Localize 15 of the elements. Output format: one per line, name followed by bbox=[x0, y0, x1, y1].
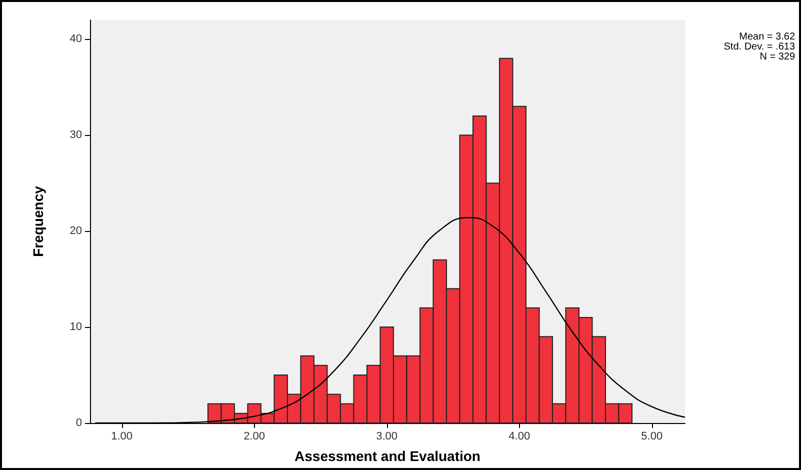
y-axis-title: Frequency bbox=[30, 186, 46, 257]
text: Mean = 3.62 bbox=[739, 32, 796, 42]
x-axis-title: Assessment and Evaluation bbox=[294, 448, 480, 464]
y-tick-label: 40 bbox=[70, 33, 82, 46]
x-tick-label: 4.00 bbox=[508, 430, 530, 442]
y-tick-label: 20 bbox=[70, 225, 82, 238]
x-tick-label: 2.00 bbox=[244, 430, 266, 442]
x-tick-label: 5.00 bbox=[641, 430, 663, 442]
y-tick-label: 30 bbox=[70, 129, 82, 142]
text: Std. Dev. = .613 bbox=[724, 42, 796, 52]
y-tick-label: 0 bbox=[76, 417, 82, 429]
y-tick-label: 10 bbox=[70, 321, 82, 334]
text: N = 329 bbox=[760, 52, 796, 62]
x-tick-label: 3.00 bbox=[376, 430, 398, 442]
x-tick-label: 1.00 bbox=[111, 430, 133, 442]
